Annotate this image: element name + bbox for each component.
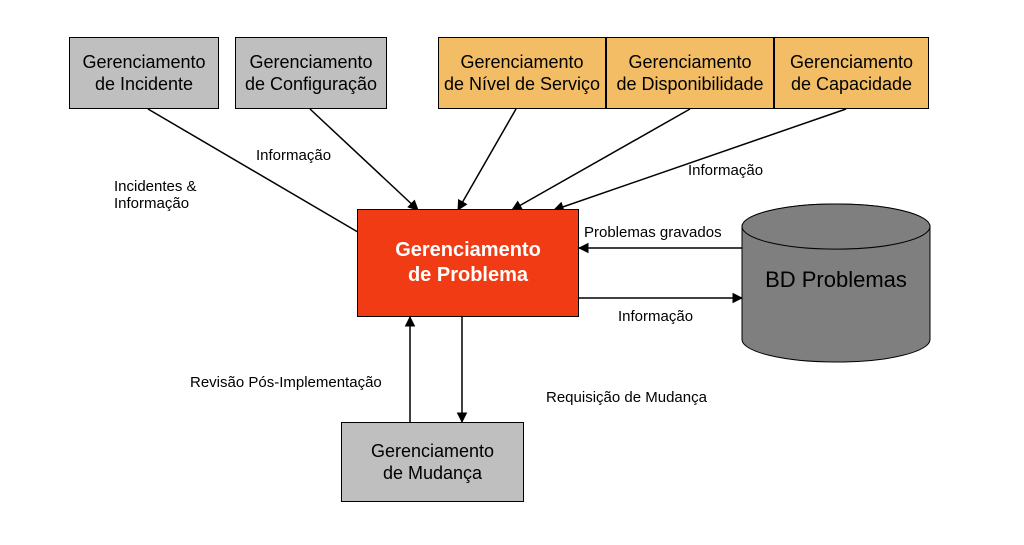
node-nivel: Gerenciamentode Nível de Serviço (438, 37, 606, 109)
edge-4 (554, 109, 846, 210)
node-config: Gerenciamentode Configuração (235, 37, 387, 109)
node-incidente: Gerenciamentode Incidente (69, 37, 219, 109)
edge-label-3: Informação (688, 162, 763, 179)
node-mudanca-label: Gerenciamentode Mudança (371, 440, 494, 485)
node-dispon: Gerenciamentode Disponibilidade (606, 37, 774, 109)
node-incidente-label: Gerenciamentode Incidente (82, 51, 205, 96)
edge-label-0: Incidentes &Informação (114, 178, 197, 212)
node-problema: Gerenciamentode Problema (357, 209, 579, 317)
edge-3 (512, 109, 690, 210)
node-mudanca: Gerenciamentode Mudança (341, 422, 524, 502)
node-problema-label: Gerenciamentode Problema (395, 238, 541, 288)
edge-label-6: Informação (618, 308, 693, 325)
edge-label-1: Informação (256, 147, 331, 164)
node-capac-label: Gerenciamentode Capacidade (790, 51, 913, 96)
node-nivel-label: Gerenciamentode Nível de Serviço (444, 51, 600, 96)
edge-label-7: Revisão Pós-Implementação (190, 374, 382, 391)
node-capac: Gerenciamentode Capacidade (774, 37, 929, 109)
node-dispon-label: Gerenciamentode Disponibilidade (616, 51, 763, 96)
edge-label-8: Requisição de Mudança (546, 389, 707, 406)
edge-0 (148, 109, 368, 238)
edge-2 (458, 109, 516, 210)
edge-label-5: Problemas gravados (584, 224, 722, 241)
node-config-label: Gerenciamentode Configuração (245, 51, 377, 96)
diagram-canvas: Gerenciamentode Incidente Gerenciamentode… (0, 0, 1024, 545)
database-label: BD Problemas (742, 259, 930, 299)
